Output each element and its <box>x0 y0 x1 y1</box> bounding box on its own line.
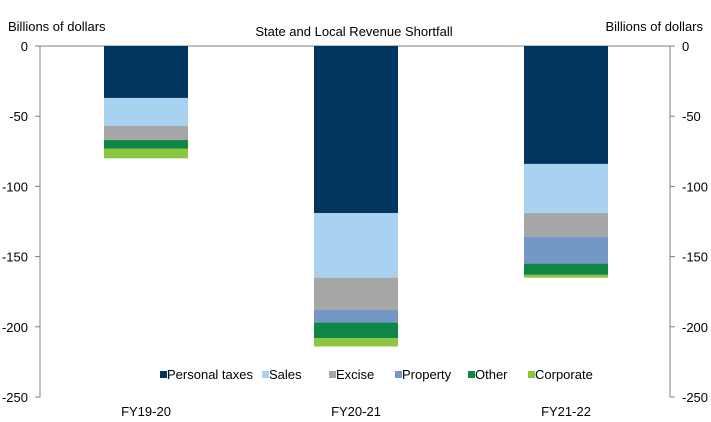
right-tick-label: -200 <box>682 320 708 335</box>
bar-segment-corporate <box>314 338 398 347</box>
bar-segment-personal-taxes <box>104 46 188 98</box>
stacked-bars <box>104 46 608 347</box>
legend-label: Corporate <box>535 367 593 382</box>
legend-swatch <box>528 371 535 378</box>
bar-segment-personal-taxes <box>314 46 398 214</box>
bar-segment-property <box>524 236 608 264</box>
x-tick-label: FY19-20 <box>121 404 171 419</box>
bar-segment-sales <box>524 163 608 214</box>
bar-segment-property <box>314 309 398 323</box>
legend-label: Personal taxes <box>167 367 253 382</box>
bar-segment-corporate <box>104 148 188 159</box>
right-tick-label: 0 <box>682 39 689 54</box>
legend: Personal taxes Sales Excise Property Other Co… <box>160 367 593 382</box>
legend-swatch <box>262 371 269 378</box>
bar-segment-excise <box>524 213 608 237</box>
x-tick-label: FY20-21 <box>331 404 381 419</box>
right-axis-label: Billions of dollars <box>605 19 703 34</box>
legend-swatch <box>468 371 475 378</box>
x-tick-label: FY21-22 <box>541 404 591 419</box>
bar-segment-other <box>104 140 188 149</box>
bar-segment-sales <box>104 97 188 127</box>
legend-label: Property <box>402 367 452 382</box>
legend-label: Other <box>475 367 508 382</box>
left-tick-label: -150 <box>2 250 28 265</box>
legend-swatch <box>395 371 402 378</box>
right-tick-label: -50 <box>682 109 701 124</box>
bar-segment-sales <box>314 213 398 278</box>
right-tick-label: -250 <box>682 390 708 405</box>
left-axis-label: Billions of dollars <box>8 19 106 34</box>
bar-segment-corporate <box>524 274 608 278</box>
legend-swatch <box>160 371 167 378</box>
left-tick-label: -100 <box>2 179 28 194</box>
left-tick-label: -200 <box>2 320 28 335</box>
left-tick-label: 0 <box>21 39 28 54</box>
left-tick-label: -50 <box>9 109 28 124</box>
bar-segment-personal-taxes <box>524 46 608 164</box>
bar-segment-excise <box>104 126 188 141</box>
left-tick-label: -250 <box>2 390 28 405</box>
legend-swatch <box>329 371 336 378</box>
right-tick-label: -100 <box>682 179 708 194</box>
y-axis-ticks: 0 0 -50 -50 -100 -100 -150 -150 -200 -200 -250 -250 <box>2 39 708 405</box>
right-tick-label: -150 <box>682 250 708 265</box>
chart-title: State and Local Revenue Shortfall <box>255 24 452 39</box>
bar-segment-other <box>524 263 608 275</box>
x-axis-labels: FY19-20 FY20-21 FY21-22 <box>121 404 591 419</box>
legend-label: Sales <box>269 367 302 382</box>
bar-segment-excise <box>314 277 398 310</box>
bar-segment-other <box>314 322 398 339</box>
legend-label: Excise <box>336 367 374 382</box>
